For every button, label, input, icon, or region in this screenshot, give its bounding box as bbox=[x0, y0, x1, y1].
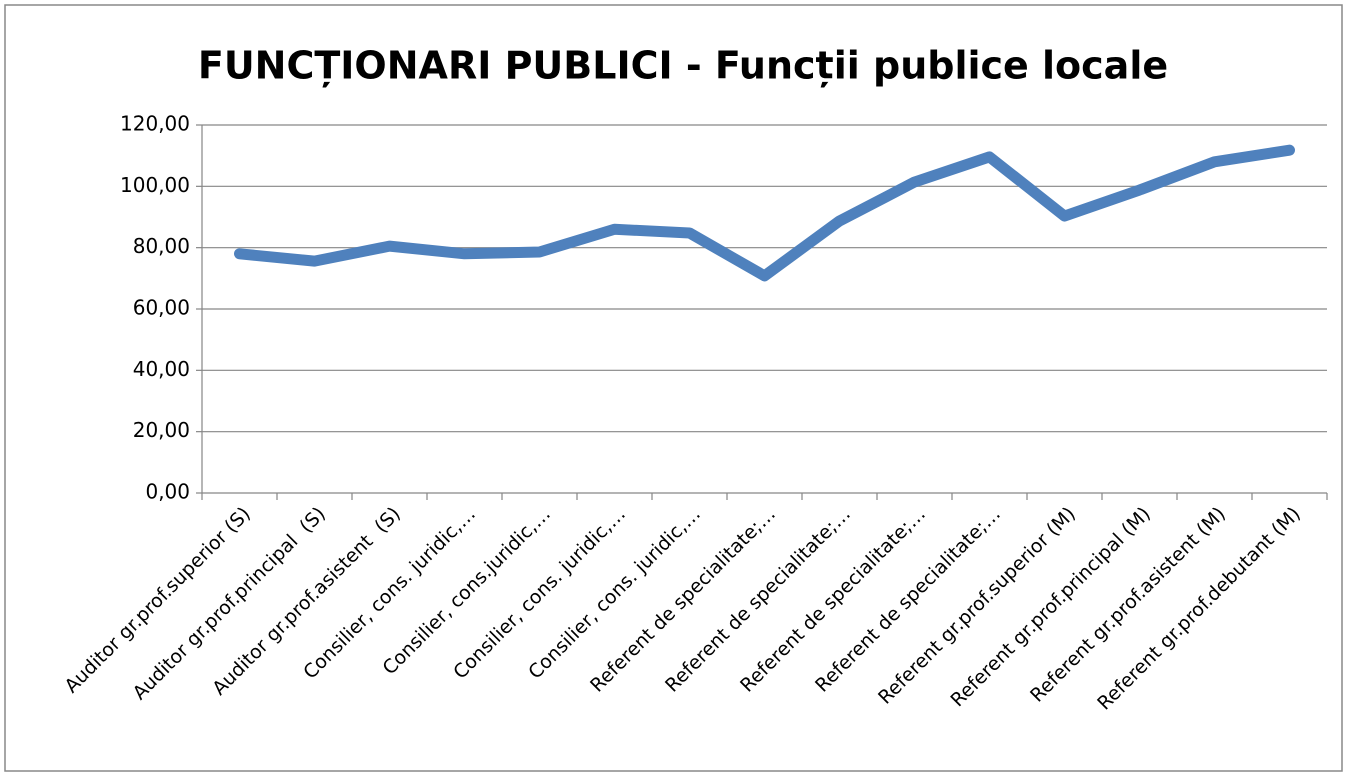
y-tick-label: 120,00 bbox=[120, 112, 190, 136]
y-tick-label: 20,00 bbox=[133, 418, 190, 442]
y-tick-label: 80,00 bbox=[133, 234, 190, 258]
chart-border bbox=[4, 4, 1343, 772]
y-tick-label: 0,00 bbox=[145, 480, 190, 504]
chart-title: FUNCȚIONARI PUBLICI - Funcții publice lo… bbox=[198, 44, 1168, 88]
y-tick-label: 60,00 bbox=[133, 296, 190, 320]
data-line bbox=[234, 144, 1295, 282]
y-tick-label: 40,00 bbox=[133, 357, 190, 381]
y-tick-label: 100,00 bbox=[120, 173, 190, 197]
